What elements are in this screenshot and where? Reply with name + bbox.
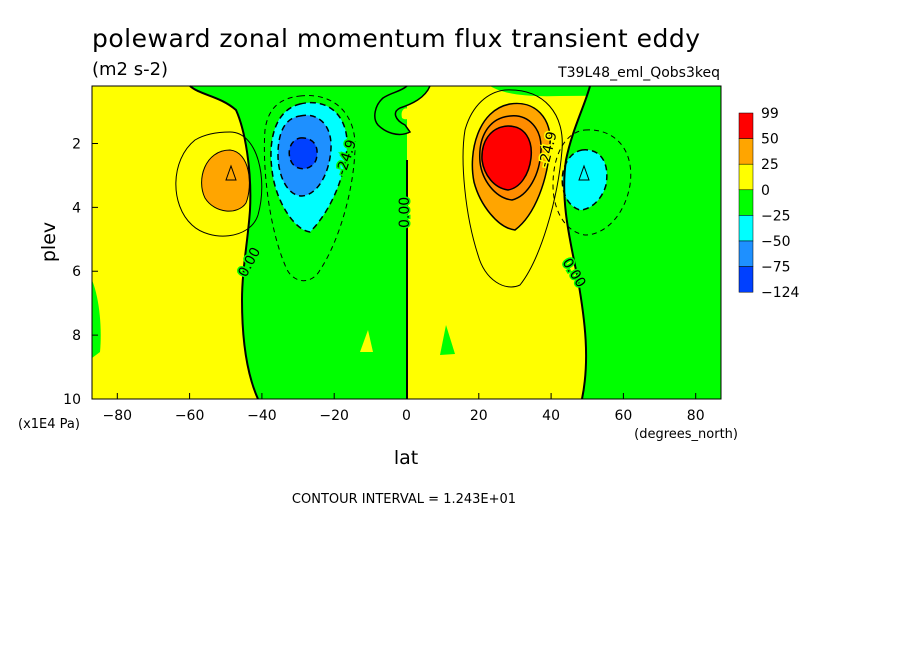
x-tick-label: 40 [542,408,560,424]
x-tick-label: −40 [247,408,277,424]
chart-title: poleward zonal momentum flux transient e… [92,24,701,53]
x-tick-label: 60 [614,408,632,424]
sh-neg-dashed-outer [263,95,356,282]
sh-neg-contour-midblue [277,114,332,197]
nh-red-core [481,126,532,190]
colorbar-swatch [738,112,754,139]
chart-experiment: T39L48_eml_Qobs3keq [557,65,720,81]
y-tick-label: 4 [72,200,81,216]
y-tick-label: 8 [72,328,81,344]
colorbar-label: −124 [761,285,800,301]
contour-lines [175,85,632,400]
right-edge-green [708,325,721,358]
colorbar: 99 50 25 0 −25 −50 −75 −124 [738,106,800,301]
colorbar-swatch [738,189,754,216]
x-axis-label: lat [394,447,418,469]
nh-zero-contour [563,85,591,400]
sh-zero-contour [189,85,259,400]
colorbar-swatch [738,266,754,293]
contour-label: 0.00 [397,197,413,228]
y-tick-label: 6 [72,264,81,280]
x-units-label: (degrees_north) [634,427,738,442]
nh-neg-contour-cyan [561,149,608,211]
colorbar-swatch [738,215,754,242]
colorbar-label: 99 [761,106,779,122]
nh-min-marker [578,164,590,181]
colorbar-label: 50 [761,132,779,148]
yellow-island-left [360,330,373,352]
sh-orange-region [201,150,250,212]
nh-neg-dashed-outer [552,129,632,236]
equator-tongue-contour [374,85,431,136]
nh-pos-contour-orange [471,102,551,231]
colorbar-swatch [738,240,754,267]
x-tick-label: 0 [402,408,411,424]
colorbar-label: −50 [761,234,791,250]
colorbar-swatch [738,163,754,191]
sh-positive-contour-1 [175,131,263,237]
equator-green-tongue [374,86,430,135]
chart-units: (m2 s-2) [92,59,168,80]
x-tick-label: −20 [319,408,349,424]
y-axis: 2 4 6 8 10 [63,136,98,408]
nh-pos-contour-inner [479,115,542,201]
colorbar-swatch [738,138,754,165]
x-tick-label: −60 [175,408,205,424]
contour-interval-note: CONTOUR INTERVAL = 1.243E+01 [292,492,516,507]
left-edge-green [92,280,101,358]
x-tick-label: 80 [687,408,705,424]
nh-pos-outer-contour [462,89,563,288]
x-tick-label: 20 [470,408,488,424]
sh-blue-core [289,137,318,169]
nh-pos-contour-core [481,125,533,191]
colorbar-label: 25 [761,157,779,173]
sh-max-marker [225,164,237,181]
contour-field: 0.00 -24.9 0.00 -24.9 0.00 [91,85,722,400]
nh-green-region [564,86,721,399]
y-tick-label: 2 [72,136,81,152]
colorbar-label: 0 [761,183,770,199]
sh-neg-contour-cyan [270,101,348,233]
x-axis: −80 −60 −40 −20 0 20 40 60 80 [103,393,705,424]
nh-top-green-band [490,86,721,100]
sh-green-region [190,86,407,399]
sh-neg-contour-core [288,137,318,170]
colorbar-label: −75 [761,260,791,276]
x-tick-label: −80 [103,408,133,424]
sh-positive-contour-2 [201,149,250,212]
y-tick-label: 10 [63,392,81,408]
y-axis-label: plev [38,222,60,262]
colorbar-label: −25 [761,208,791,224]
green-island-nh [440,325,455,355]
yellow-island-equator [401,108,411,120]
y-units-label: (x1E4 Pa) [18,417,80,432]
